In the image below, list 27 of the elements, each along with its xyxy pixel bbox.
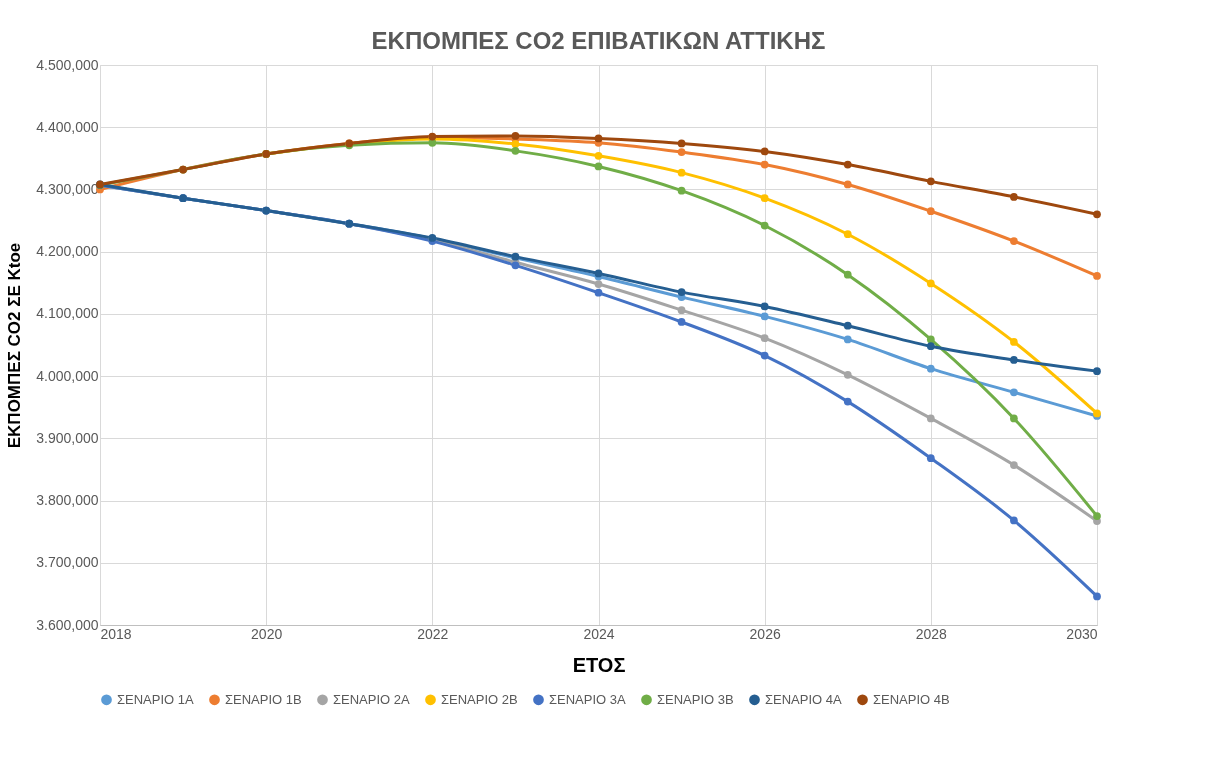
y-tick-label: 3.900,000 — [36, 429, 99, 446]
y-tick-label: 4.100,000 — [36, 305, 99, 322]
x-tick-label: 2024 — [583, 625, 615, 642]
legend-label: ΣΕΝΑΡΙΟ 2Α — [333, 691, 410, 707]
legend-label: ΣΕΝΑΡΙΟ 3Β — [657, 691, 734, 707]
y-tick-label: 4.400,000 — [36, 118, 99, 135]
x-tick-label: 2022 — [417, 625, 449, 642]
y-tick-label: 3.600,000 — [36, 616, 99, 633]
x-tick-label: 2028 — [915, 625, 948, 642]
y-tick-label: 3.800,000 — [36, 492, 99, 509]
y-tick-label: 4.500,000 — [36, 56, 99, 73]
y-tick-label: 4.200,000 — [36, 243, 99, 260]
chart-title: ΕΚΠΟΜΠΕΣ CO2 ΕΠΙΒΑΤΙΚΩΝ ΑΤΤΙΚΗΣ — [371, 27, 826, 54]
x-tick-label: 2020 — [251, 625, 283, 642]
legend-label: ΣΕΝΑΡΙΟ 2Β — [441, 691, 518, 707]
legend-label: ΣΕΝΑΡΙΟ 3Α — [549, 691, 626, 707]
legend-label: ΣΕΝΑΡΙΟ 1Β — [225, 691, 302, 707]
x-tick-label: 2026 — [749, 625, 781, 642]
legend-label: ΣΕΝΑΡΙΟ 1Α — [117, 691, 194, 707]
y-tick-label: 3.700,000 — [36, 554, 99, 571]
x-tick-label: 2018 — [100, 625, 132, 642]
y-axis-title: ΕΚΠΟΜΠΕΣ CO2 ΣΕ Ktoe — [5, 242, 25, 449]
y-tick-label: 4.000,000 — [36, 367, 99, 384]
x-axis-title: ΕΤΟΣ — [572, 653, 626, 676]
legend-label: ΣΕΝΑΡΙΟ 4Β — [873, 691, 950, 707]
legend-label: ΣΕΝΑΡΙΟ 4Α — [765, 691, 842, 707]
x-tick-label: 2030 — [1066, 625, 1098, 642]
